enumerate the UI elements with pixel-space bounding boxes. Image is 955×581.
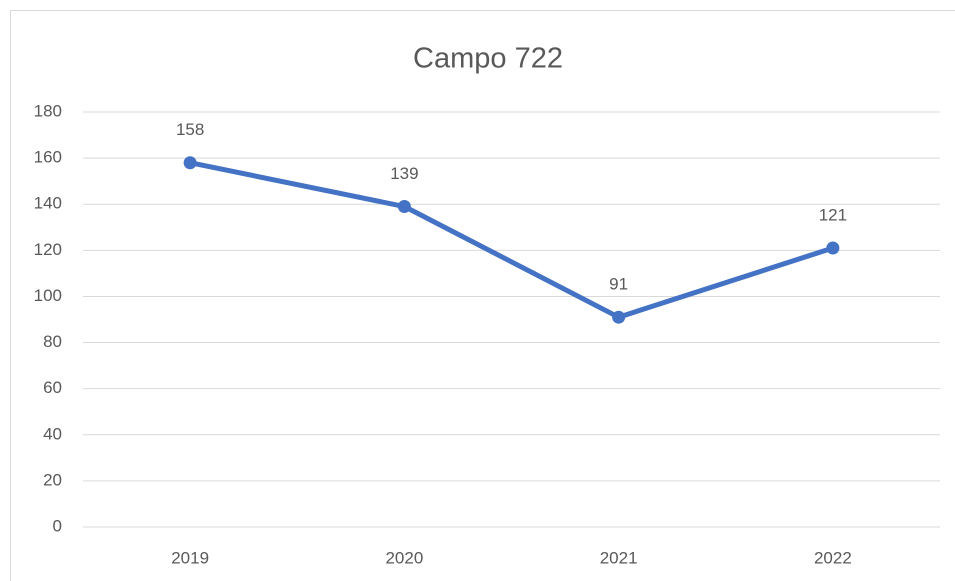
y-tick-label: 100 bbox=[34, 286, 62, 305]
y-tick-label: 60 bbox=[43, 378, 62, 397]
x-tick-label: 2021 bbox=[600, 548, 638, 567]
marker bbox=[397, 200, 411, 214]
y-tick-label: 160 bbox=[34, 148, 62, 167]
y-tick-label: 180 bbox=[34, 101, 62, 120]
x-tick-label: 2019 bbox=[171, 548, 209, 567]
y-tick-label: 120 bbox=[34, 240, 62, 259]
data-label: 121 bbox=[819, 206, 847, 225]
chart-title: Campo 722 bbox=[413, 43, 563, 75]
data-label: 91 bbox=[609, 275, 628, 294]
marker bbox=[612, 310, 626, 324]
data-label: 158 bbox=[176, 120, 204, 139]
x-tick-label: 2020 bbox=[385, 548, 423, 567]
marker bbox=[826, 241, 840, 255]
chart-border bbox=[10, 10, 955, 581]
line-series bbox=[189, 160, 834, 320]
data-label: 139 bbox=[390, 164, 418, 183]
y-tick-label: 0 bbox=[53, 516, 62, 535]
y-tick-label: 40 bbox=[43, 424, 62, 443]
y-tick-label: 20 bbox=[43, 470, 62, 489]
marker bbox=[183, 156, 197, 170]
y-tick-label: 140 bbox=[34, 194, 62, 213]
y-tick-label: 80 bbox=[43, 332, 62, 351]
x-tick-label: 2022 bbox=[814, 548, 852, 567]
